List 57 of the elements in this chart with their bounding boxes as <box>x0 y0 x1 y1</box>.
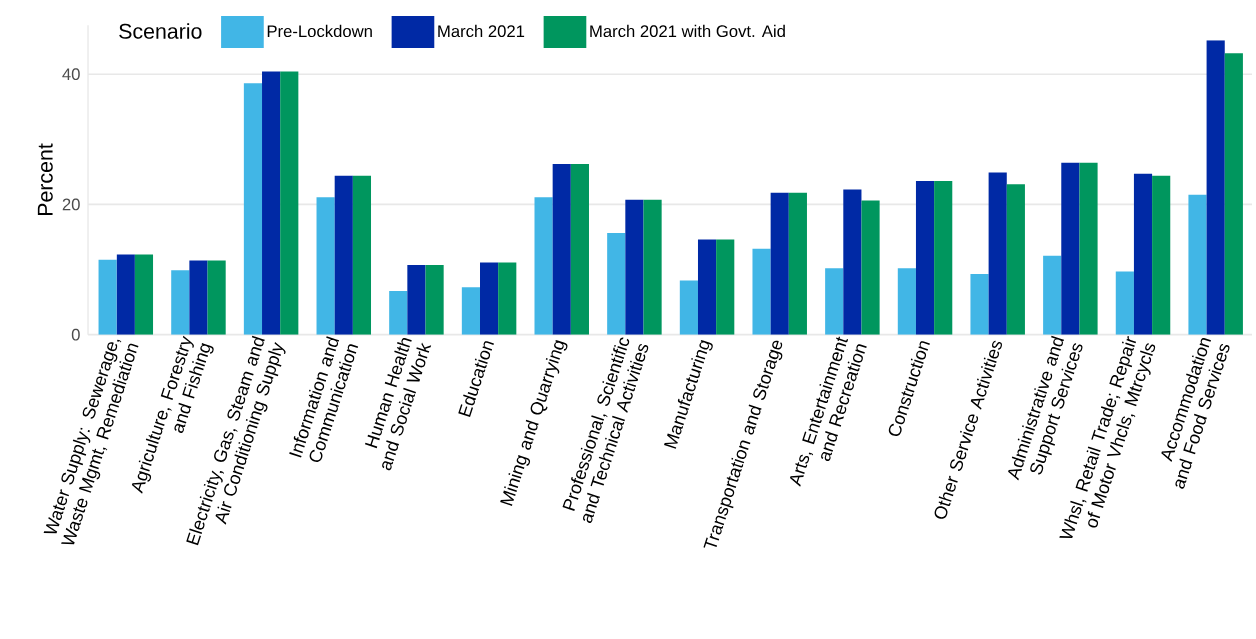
x-tick-label: Human Health and Social Work <box>364 338 432 471</box>
bar <box>134 254 154 335</box>
bar <box>1188 194 1207 335</box>
bar <box>389 291 408 335</box>
bar <box>607 233 626 335</box>
bar <box>934 181 953 335</box>
bar <box>1079 162 1098 335</box>
bar <box>697 239 717 335</box>
bar <box>480 262 499 335</box>
bar <box>897 268 916 335</box>
bar <box>1006 184 1025 335</box>
bar <box>461 287 480 335</box>
bar <box>915 181 935 335</box>
bar <box>1061 162 1080 335</box>
bar <box>970 274 989 335</box>
bar <box>1206 40 1225 335</box>
bar <box>189 260 208 335</box>
bar <box>116 254 135 335</box>
bar <box>825 268 844 335</box>
bar <box>171 270 190 335</box>
bar <box>988 172 1007 335</box>
bar <box>1115 271 1134 335</box>
legend-label: Pre-Lockdown <box>267 25 372 38</box>
bar <box>316 197 335 335</box>
bar <box>1133 173 1153 335</box>
legend-title: Scenario <box>119 23 202 40</box>
y-tick-label: 40 <box>62 68 80 81</box>
bar <box>243 83 263 335</box>
bar <box>1152 175 1171 335</box>
bar <box>534 197 553 335</box>
bar <box>262 71 281 335</box>
bar <box>716 239 735 335</box>
bar <box>552 164 571 335</box>
bar <box>334 175 353 335</box>
bar <box>643 200 662 335</box>
bar <box>407 265 426 335</box>
bar <box>625 200 644 335</box>
bar <box>843 189 862 335</box>
bar <box>425 265 444 335</box>
legend-label: March 2021 <box>438 25 525 38</box>
legend-label: March 2021 with Govt. Aid <box>590 25 785 38</box>
y-tick-label: 0 <box>71 328 80 341</box>
bar <box>679 280 698 335</box>
bar <box>1224 53 1243 335</box>
bar <box>352 175 372 335</box>
bar <box>861 200 880 335</box>
bar <box>498 262 517 335</box>
bar <box>98 259 117 335</box>
bar <box>752 248 771 335</box>
bar <box>788 192 807 335</box>
bar <box>570 164 589 335</box>
bar <box>207 260 226 335</box>
y-axis-title: Percent <box>37 143 53 216</box>
bar <box>280 71 299 335</box>
bar <box>770 192 789 335</box>
bar <box>1043 256 1062 335</box>
y-tick-label: 20 <box>62 198 80 211</box>
